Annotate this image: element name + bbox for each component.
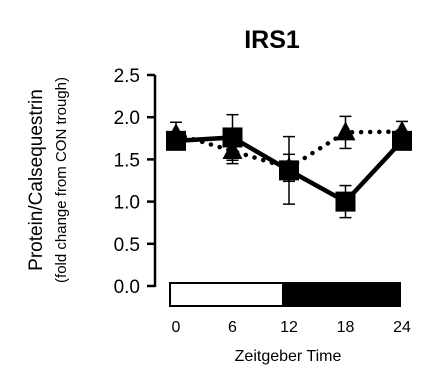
x-tick-label: 24: [393, 319, 411, 336]
x-tick-label: 0: [172, 319, 181, 336]
x-tick-label: 6: [228, 319, 237, 336]
x-tick-label: 18: [337, 319, 355, 336]
light-phase-bar: [169, 282, 290, 307]
y-tick-label: 1.5: [114, 150, 140, 171]
chart-title: IRS1: [244, 26, 300, 54]
data-point-square: [222, 127, 243, 148]
data-point-triangle: [279, 156, 299, 176]
x-axis-label: Zeitgeber Time: [235, 348, 342, 365]
y-tick-label: 0.5: [114, 235, 140, 256]
series-triangle: [166, 115, 412, 183]
data-point-square: [335, 191, 356, 212]
axes: [147, 73, 157, 288]
y-tick-label: 0.0: [114, 277, 140, 298]
y-tick-label: 2.5: [114, 66, 140, 87]
dark-phase-bar: [282, 282, 401, 307]
y-axis-label: Protein/Calsequestrin: [26, 89, 47, 271]
y-axis-sublabel: (fold change from CON trough): [53, 77, 70, 283]
data-point-triangle: [392, 120, 412, 140]
data-point-triangle: [166, 123, 186, 143]
y-tick-label: 2.0: [114, 108, 140, 129]
y-tick-label: 1.0: [114, 193, 140, 214]
light-dark-bar: [169, 282, 401, 307]
data-point-triangle: [335, 121, 356, 141]
plot-area: [166, 113, 412, 219]
data-point-triangle: [222, 139, 243, 159]
x-tick-label: 12: [280, 319, 298, 336]
tick-labels: 0.0 0.5 1.0 1.5 2.0 2.5 0 6 12 18 24: [114, 66, 411, 336]
